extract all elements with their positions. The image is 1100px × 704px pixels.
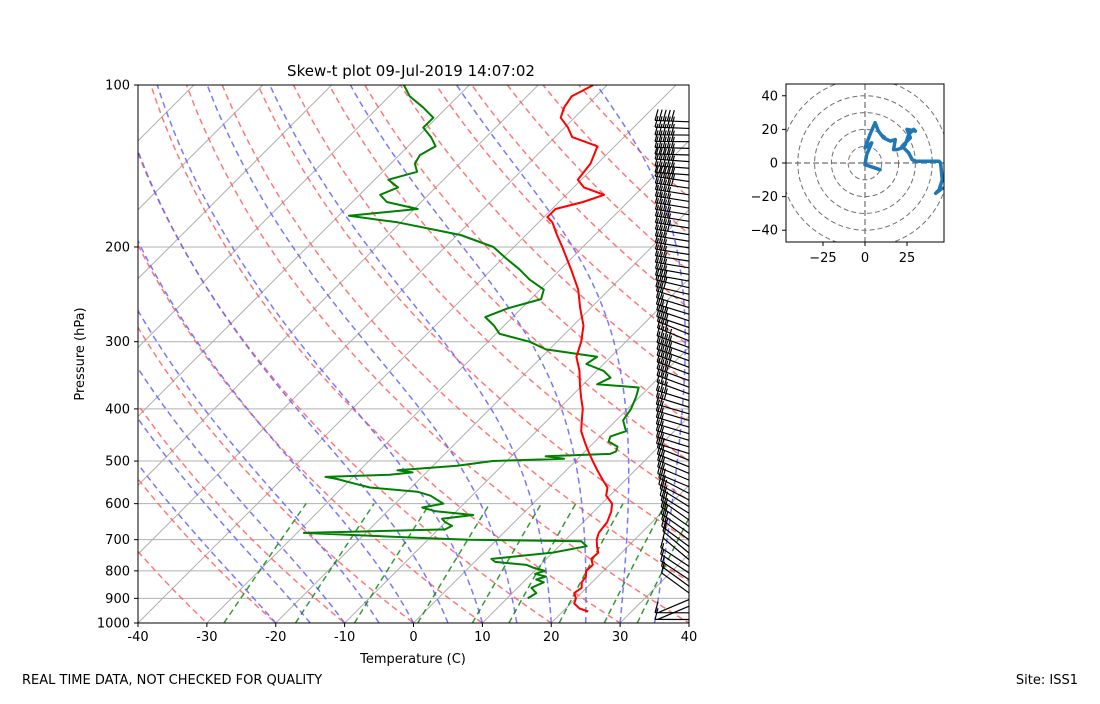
dry-adiabat <box>499 73 1100 634</box>
y-tick-label: 300 <box>105 335 130 350</box>
hodograph-y-tick-label: 0 <box>770 157 778 172</box>
hodograph-x-tick-label: 25 <box>899 251 916 266</box>
hodograph-x-tick-label: 0 <box>861 251 869 266</box>
y-tick-label: 800 <box>105 564 130 579</box>
y-axis-label: Pressure (hPa) <box>73 307 88 400</box>
x-tick-label: 30 <box>612 630 629 645</box>
data-quality-note: REAL TIME DATA, NOT CHECKED FOR QUALITY <box>22 673 322 688</box>
isotherm-gridline <box>402 73 963 634</box>
dry-adiabat <box>569 73 1100 634</box>
hodograph-trace <box>865 123 942 194</box>
dry-adiabat <box>534 73 1100 634</box>
hodograph: −25 0 25 −40 −20 0 20 40 <box>751 79 949 266</box>
isotherm-gridline <box>678 73 1100 634</box>
moist-adiabat <box>2 76 310 624</box>
temperature-line <box>547 85 612 612</box>
hodograph-y-tick-label: 20 <box>761 123 778 138</box>
mixing-ratio-line <box>354 504 429 623</box>
hodograph-line <box>865 123 942 194</box>
dry-adiabat <box>0 73 219 634</box>
x-tick-label: -40 <box>127 630 148 645</box>
y-tick-label: 1000 <box>97 617 130 632</box>
chart-title: Skew-t plot 09-Jul-2019 14:07:02 <box>287 62 535 80</box>
plot-frame <box>138 85 689 623</box>
plot-area <box>0 73 1100 634</box>
x-tick-label: -30 <box>196 630 217 645</box>
isotherm-gridline <box>333 73 894 634</box>
y-tick-label: 700 <box>105 533 130 548</box>
isobar-grid <box>138 247 689 598</box>
y-tick-label: 200 <box>105 240 130 255</box>
x-tick-label: -10 <box>334 630 355 645</box>
isotherm-gridline <box>0 73 206 634</box>
dry-adiabat <box>358 73 1057 634</box>
moist-adiabat <box>204 76 517 624</box>
dry-adiabat <box>288 73 918 634</box>
hodograph-x-tick-label: −25 <box>809 251 836 266</box>
moist-adiabat <box>154 76 482 624</box>
dry-adiabat <box>182 73 708 634</box>
isotherm-gridline <box>0 73 68 634</box>
y-tick-label: 400 <box>105 402 130 417</box>
moist-adiabat <box>80 76 413 624</box>
dry-adiabat <box>42 73 429 634</box>
isotherm-gridline <box>127 73 688 634</box>
hodograph-y-tick-label: −20 <box>751 190 778 205</box>
isotherm-gridline <box>471 73 1032 634</box>
x-tick-label: 20 <box>543 630 560 645</box>
wind-barb <box>655 109 689 121</box>
y-tick-label: 900 <box>105 592 130 607</box>
isotherm-gridline <box>540 73 1100 634</box>
dry-adiabat <box>0 73 289 634</box>
hodograph-y-tick-label: 40 <box>761 89 778 104</box>
isotherm-gridline <box>0 73 344 634</box>
x-tick-label: 10 <box>474 630 491 645</box>
hodograph-ticks: −25 0 25 −40 −20 0 20 40 <box>751 89 916 266</box>
y-axis-ticks: 100 200 300 400 500 600 700 800 900 1000 <box>97 79 138 632</box>
isotherm-gridline <box>0 73 275 634</box>
isotherm-gridline <box>58 73 619 634</box>
y-tick-label: 100 <box>105 79 130 94</box>
y-tick-label: 500 <box>105 455 130 470</box>
moist-adiabat <box>51 76 379 624</box>
isotherm-gridline <box>0 73 137 634</box>
dry-adiabat <box>217 73 777 634</box>
temperature-series <box>547 85 612 612</box>
x-tick-label: 0 <box>409 630 417 645</box>
x-tick-label: 40 <box>681 630 698 645</box>
x-axis-label: Temperature (C) <box>359 652 466 667</box>
site-label: Site: ISS1 <box>1016 673 1078 688</box>
x-axis-ticks: -40 -30 -20 -10 0 10 20 30 40 <box>127 623 697 645</box>
y-tick-label: 600 <box>105 497 130 512</box>
isotherm-gridline <box>264 73 825 634</box>
dry-adiabat <box>7 73 359 634</box>
hodograph-y-tick-label: −40 <box>751 224 778 239</box>
moist-adiabat <box>689 76 761 624</box>
dry-adiabat <box>463 73 1100 634</box>
x-tick-label: -20 <box>265 630 286 645</box>
